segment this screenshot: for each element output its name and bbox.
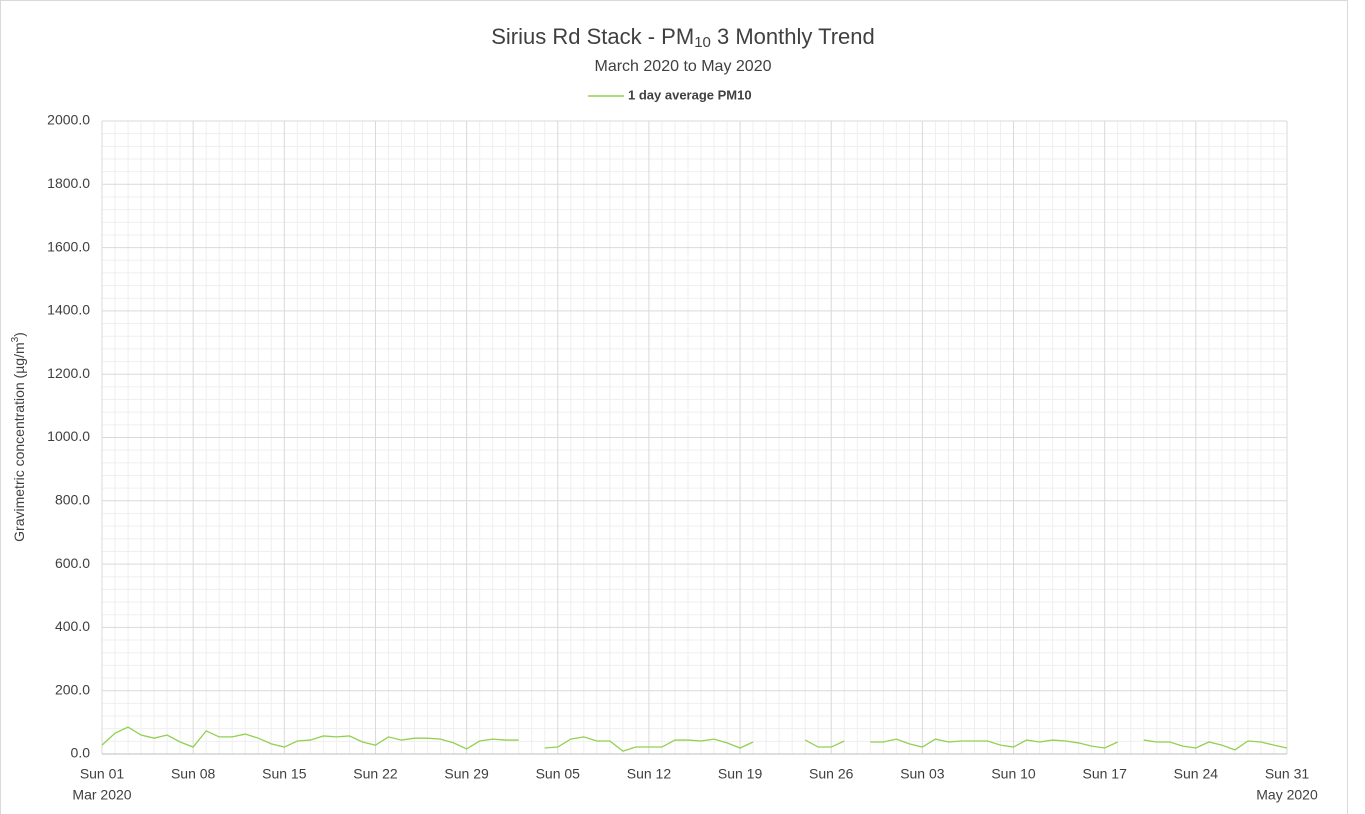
y-tick-label: 1000.0 bbox=[47, 428, 90, 444]
x-tick-label: Sun 03 bbox=[900, 766, 945, 782]
y-tick-label: 1800.0 bbox=[47, 175, 90, 191]
title-subscript: 10 bbox=[694, 34, 711, 51]
x-tick-label: Sun 17 bbox=[1083, 766, 1128, 782]
x-tick-label: Sun 31 bbox=[1265, 766, 1310, 782]
x-tick-label: Sun 29 bbox=[444, 766, 489, 782]
x-tick-label: Sun 15 bbox=[262, 766, 307, 782]
x-tick-label: Sun 24 bbox=[1174, 766, 1219, 782]
x-tick-label: Sun 22 bbox=[353, 766, 398, 782]
x-tick-label: Sun 26 bbox=[809, 766, 854, 782]
data-line bbox=[101, 726, 1288, 752]
y-tick-label: 200.0 bbox=[55, 681, 90, 697]
x-tick-label: Sun 01 bbox=[80, 766, 125, 782]
y-axis-label: Gravimetric concentration (µg/m3) bbox=[10, 332, 27, 542]
period-label: Mar 2020 bbox=[72, 787, 131, 803]
y-tick-label: 1600.0 bbox=[47, 238, 90, 254]
y-tick-label: 2000.0 bbox=[47, 112, 90, 128]
y-tick-label: 0.0 bbox=[71, 745, 91, 761]
x-tick-label: Sun 12 bbox=[627, 766, 672, 782]
x-tick-label: Sun 19 bbox=[718, 766, 763, 782]
y-tick-label: 400.0 bbox=[55, 618, 90, 634]
period-label: May 2020 bbox=[1256, 787, 1318, 803]
ylabel-rest: ) bbox=[11, 332, 27, 337]
ylabel-superscript: 3 bbox=[10, 336, 21, 342]
y-tick-label: 1400.0 bbox=[47, 302, 90, 318]
chart-subtitle: March 2020 to May 2020 bbox=[595, 58, 772, 75]
y-tick-label: 1200.0 bbox=[47, 365, 90, 381]
x-tick-label: Sun 05 bbox=[536, 766, 581, 782]
legend-label: 1 day average PM10 bbox=[628, 87, 752, 102]
title-rest: 3 Monthly Trend bbox=[711, 24, 875, 49]
x-tick-label: Sun 10 bbox=[991, 766, 1036, 782]
ylabel-main: Gravimetric concentration (µg/m bbox=[11, 342, 27, 541]
y-tick-label: 800.0 bbox=[55, 492, 90, 508]
y-tick-label: 600.0 bbox=[55, 555, 90, 571]
x-tick-label: Sun 08 bbox=[171, 766, 216, 782]
chart-title: Sirius Rd Stack - PM10 3 Monthly Trend bbox=[491, 24, 875, 51]
title-main: Sirius Rd Stack - PM bbox=[491, 24, 694, 49]
